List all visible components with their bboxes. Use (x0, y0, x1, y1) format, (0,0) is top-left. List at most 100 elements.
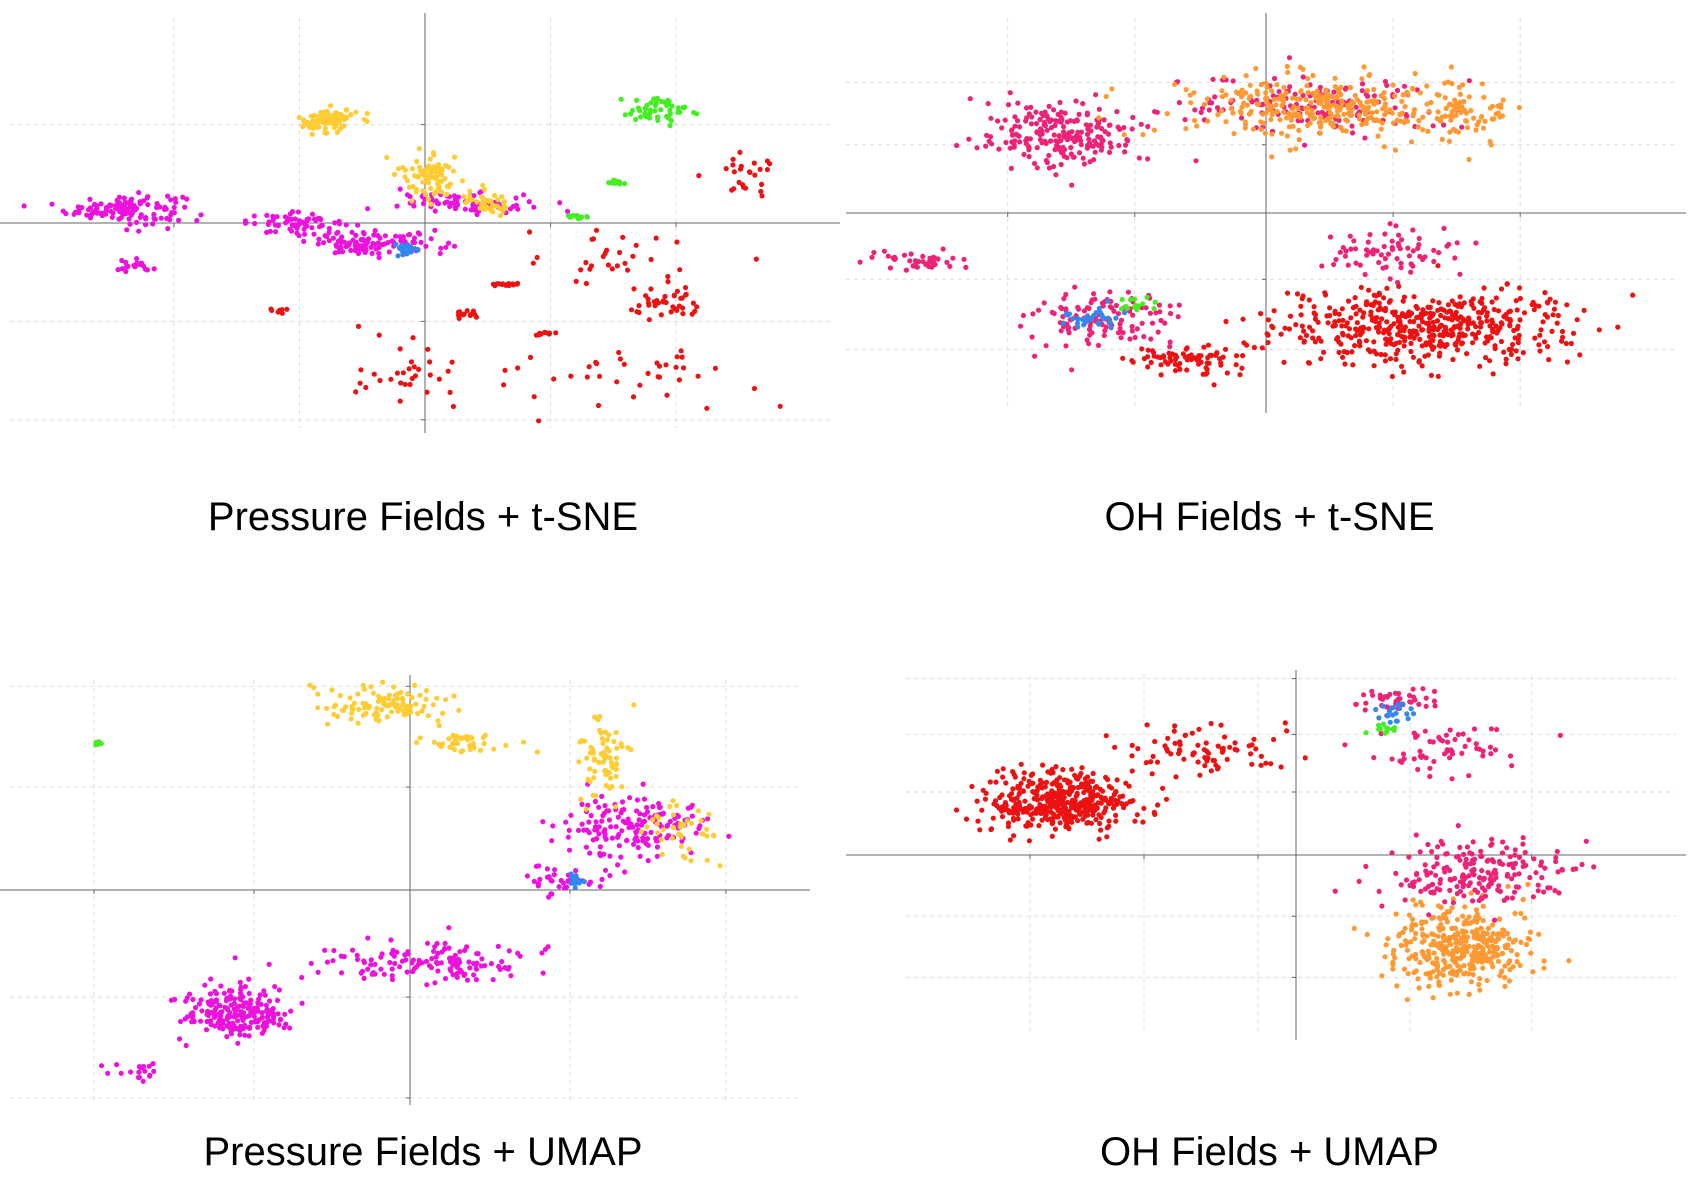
data-point-red (1349, 349, 1355, 355)
data-point-pink (1420, 686, 1426, 692)
data-point-pink (1457, 857, 1463, 863)
data-point-gold (658, 836, 664, 843)
data-point-pink (1365, 239, 1371, 245)
data-point-magenta (597, 844, 604, 850)
data-point-gold (611, 738, 617, 745)
data-point-orange (1449, 925, 1455, 931)
data-point-pink (1380, 696, 1386, 702)
data-point-red (1503, 356, 1509, 362)
data-point-red (1090, 778, 1096, 784)
data-point-magenta (128, 1069, 134, 1075)
data-point-pink (1555, 869, 1561, 875)
data-point-orange (1434, 116, 1440, 122)
data-point-pink (1479, 853, 1485, 859)
data-point-red (1010, 815, 1016, 821)
data-point-magenta (88, 215, 94, 221)
data-point-red (1073, 807, 1079, 813)
data-point-gold (695, 808, 701, 814)
data-point-red (1219, 749, 1225, 755)
data-point-orange (1474, 958, 1480, 965)
data-point-red (1498, 338, 1504, 345)
data-point-orange (1495, 110, 1501, 116)
data-point-gold (667, 803, 673, 810)
data-point-pink (1059, 117, 1065, 123)
data-point-orange (1438, 921, 1444, 928)
data-point-magenta (619, 828, 625, 834)
data-point-magenta (365, 935, 371, 941)
data-point-pink (1331, 261, 1337, 268)
data-point-pink (885, 253, 891, 259)
data-point-red (1517, 295, 1523, 302)
data-point-orange (1371, 86, 1377, 93)
data-point-blue (573, 873, 579, 879)
data-point-red (514, 280, 521, 286)
data-point-red (1410, 328, 1417, 334)
data-point-blue (1066, 311, 1072, 317)
data-point-red (397, 346, 403, 352)
data-point-red (1371, 292, 1377, 298)
data-point-pink (1118, 335, 1124, 341)
data-point-orange (1255, 101, 1261, 107)
data-point-green (1127, 297, 1134, 303)
data-point-magenta (544, 874, 551, 880)
data-point-red (1166, 350, 1172, 356)
data-point-gold (460, 748, 466, 754)
data-point-pink (1095, 342, 1102, 348)
data-point-red (1211, 382, 1217, 388)
data-point-orange (1435, 933, 1441, 939)
data-point-orange (1277, 117, 1283, 123)
data-point-magenta (434, 940, 440, 947)
data-point-red (1462, 332, 1468, 338)
data-point-pink (1471, 866, 1477, 873)
data-point-red (1321, 349, 1327, 355)
data-point-pink (1087, 332, 1093, 338)
data-point-orange (1219, 88, 1225, 94)
data-point-magenta (346, 242, 352, 248)
data-point-magenta (248, 1019, 254, 1025)
data-point-gold (386, 692, 392, 698)
data-point-orange (1404, 940, 1410, 946)
data-point-red (1386, 299, 1392, 305)
data-point-red (1563, 340, 1569, 347)
data-point-gold (428, 201, 434, 207)
data-point-gold (459, 178, 465, 184)
data-point-red (1377, 306, 1383, 312)
data-point-orange (1408, 139, 1415, 145)
data-point-magenta (634, 822, 640, 828)
data-point-red (501, 382, 507, 388)
data-point-red (1155, 354, 1161, 360)
data-point-magenta (121, 195, 127, 201)
data-point-pink (1463, 856, 1469, 862)
data-point-magenta (689, 813, 695, 819)
data-point-magenta (450, 962, 456, 968)
data-point-pink (1124, 137, 1130, 143)
data-point-red (1080, 803, 1086, 809)
data-point-pink (1398, 882, 1404, 888)
data-point-magenta (416, 231, 423, 237)
data-point-magenta (246, 990, 252, 997)
data-point-pink (1058, 138, 1064, 144)
data-point-pink (1061, 296, 1067, 302)
data-point-orange (1423, 971, 1429, 977)
data-point-red (594, 361, 600, 367)
data-point-pink (1332, 888, 1338, 894)
data-point-magenta (656, 801, 662, 807)
data-point-gold (603, 782, 610, 789)
data-point-gold (395, 166, 401, 172)
data-point-magenta (540, 970, 546, 976)
data-point-magenta (381, 971, 387, 977)
data-point-magenta (208, 1022, 214, 1028)
data-point-red (1021, 776, 1027, 782)
data-point-magenta (140, 1063, 147, 1070)
data-point-orange (1379, 120, 1385, 126)
data-point-gold (327, 103, 334, 109)
data-point-orange (1434, 974, 1440, 980)
data-point-red (411, 364, 417, 370)
data-point-pink (1406, 253, 1412, 259)
data-point-orange (1255, 91, 1261, 97)
data-point-red (1034, 789, 1040, 795)
data-point-gold (467, 743, 473, 749)
data-point-pink (1385, 251, 1392, 257)
data-point-pink (1494, 726, 1500, 733)
data-point-magenta (229, 988, 235, 994)
